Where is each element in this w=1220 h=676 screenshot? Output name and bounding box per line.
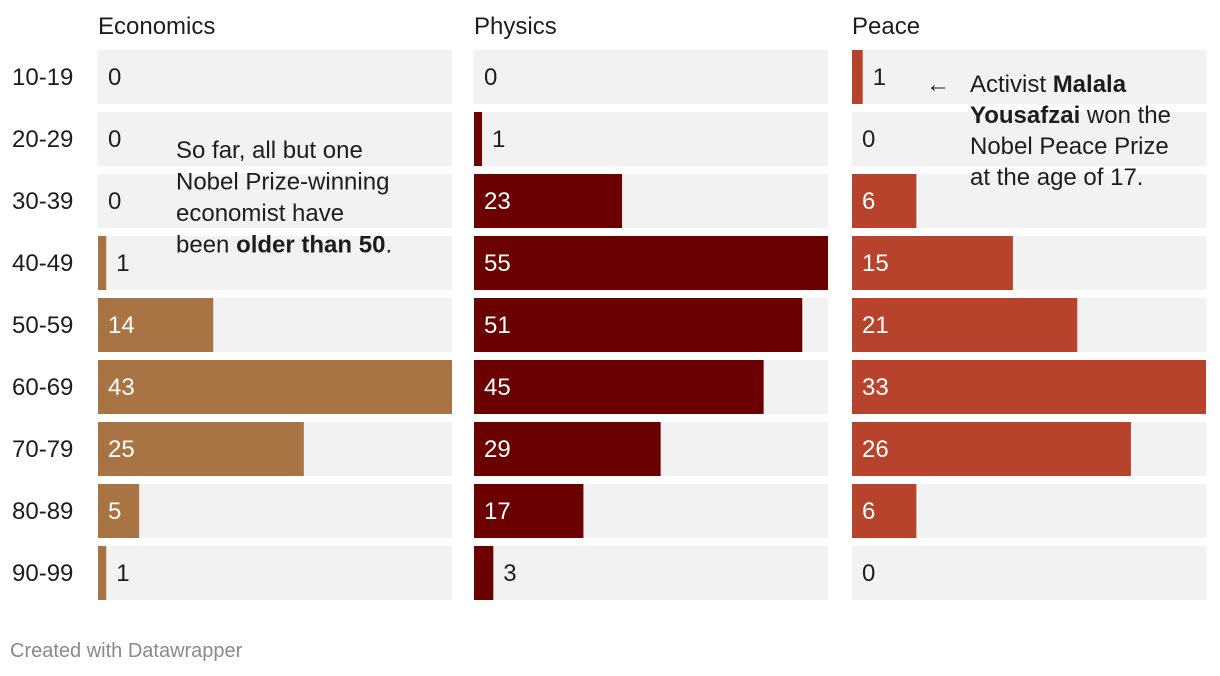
panel-peace: Peace 1 0 6 15 21 33 26 6 0 <box>852 13 1206 600</box>
data-label: 23 <box>484 188 511 215</box>
bar-physics-60-69 <box>474 360 764 414</box>
footer-credit: Created with Datawrapper <box>10 640 243 662</box>
panel-title-economics: Economics <box>98 13 215 40</box>
data-label: 14 <box>108 312 135 339</box>
bar-track <box>474 112 828 166</box>
data-label: 0 <box>484 64 497 91</box>
bar-track <box>98 236 452 290</box>
bar-track <box>852 50 1206 104</box>
panel-title-physics: Physics <box>474 13 557 40</box>
bar-economics-60-69 <box>98 360 452 414</box>
bar-economics-40-49 <box>98 236 107 290</box>
panels: Economics000114432551Physics012355514529… <box>98 13 1206 600</box>
annotation-economics: So far, all but one Nobel Prize-winning ec… <box>176 137 392 259</box>
bar-peace-40-49 <box>852 236 1013 290</box>
data-label: 0 <box>108 64 121 91</box>
bar-peace-70-79 <box>852 422 1131 476</box>
bar-physics-20-29 <box>474 112 482 166</box>
data-label: 45 <box>484 374 511 401</box>
bar-physics-40-49 <box>474 236 828 290</box>
bar-track <box>98 174 452 228</box>
bar-economics-70-79 <box>98 422 304 476</box>
bar-economics-80-89 <box>98 484 140 538</box>
annotation-line: economist have <box>176 200 344 227</box>
data-label: 1 <box>873 64 886 91</box>
data-label: 0 <box>108 188 121 215</box>
row-label-40-49: 40-49 <box>12 250 73 277</box>
bar-track <box>852 112 1206 166</box>
bar-peace-60-69 <box>852 360 1206 414</box>
data-label: 3 <box>503 560 516 587</box>
bar-economics-90-99 <box>98 546 107 600</box>
bar-track <box>474 50 828 104</box>
bar-physics-50-59 <box>474 298 803 352</box>
data-label: 51 <box>484 312 511 339</box>
bar-track <box>852 546 1206 600</box>
bar-peace-10-19 <box>852 50 863 104</box>
data-label: 1 <box>116 250 129 277</box>
data-label: 33 <box>862 374 889 401</box>
bar-peace-50-59 <box>852 298 1078 352</box>
bar-economics-50-59 <box>98 298 214 352</box>
bar-track <box>98 50 452 104</box>
data-label: 26 <box>862 436 889 463</box>
bar-track <box>98 112 452 166</box>
row-label-90-99: 90-99 <box>12 560 73 587</box>
bar-track <box>98 484 452 538</box>
annotation-line: Nobel Peace Prize <box>970 133 1169 160</box>
annotations: So far, all but one Nobel Prize-winning ec… <box>176 71 1171 259</box>
data-label: 29 <box>484 436 511 463</box>
data-label: 1 <box>116 560 129 587</box>
row-label-70-79: 70-79 <box>12 436 73 463</box>
bar-peace-80-89 <box>852 484 917 538</box>
row-label-10-19: 10-19 <box>12 64 73 91</box>
data-label: 25 <box>108 436 135 463</box>
panel-title-peace: Peace <box>852 13 920 40</box>
data-label: 0 <box>862 126 875 153</box>
bar-track <box>474 546 828 600</box>
data-label: 43 <box>108 374 135 401</box>
bar-physics-90-99 <box>474 546 494 600</box>
data-label: 55 <box>484 250 511 277</box>
row-label-80-89: 80-89 <box>12 498 73 525</box>
bar-physics-70-79 <box>474 422 661 476</box>
data-label: 1 <box>492 126 505 153</box>
bar-physics-80-89 <box>474 484 584 538</box>
annotation-line: Activist Malala <box>970 71 1127 98</box>
data-label: 0 <box>108 126 121 153</box>
row-labels: 10-19 20-29 30-39 40-49 50-59 60-69 70-79 80-89… <box>12 64 73 587</box>
annotation-line: been older than 50. <box>176 232 392 259</box>
annotation-line: So far, all but one <box>176 137 363 164</box>
annotation-peace: ← Activist Malala Yousafzai won the Nobel P… <box>926 71 1171 191</box>
arrow-left-icon: ← <box>926 71 950 98</box>
bar-physics-30-39 <box>474 174 623 228</box>
bar-peace-30-39 <box>852 174 917 228</box>
annotation-line: at the age of 17. <box>970 164 1143 191</box>
data-label: 21 <box>862 312 889 339</box>
data-label: 17 <box>484 498 511 525</box>
row-label-60-69: 60-69 <box>12 374 73 401</box>
annotation-line: Nobel Prize-winning <box>176 169 389 196</box>
data-label: 15 <box>862 250 889 277</box>
row-label-50-59: 50-59 <box>12 312 73 339</box>
data-label: 5 <box>108 498 121 525</box>
panel-physics: Physics 0 1 23 55 51 45 29 17 3 <box>474 13 828 600</box>
row-label-20-29: 20-29 <box>12 126 73 153</box>
bar-track <box>98 546 452 600</box>
data-label: 0 <box>862 560 875 587</box>
panel-economics: Economics 0 0 0 1 14 43 25 5 1 <box>98 13 452 600</box>
annotation-line: Yousafzai won the <box>970 102 1171 129</box>
data-label: 6 <box>862 498 875 525</box>
row-label-30-39: 30-39 <box>12 188 73 215</box>
data-label: 6 <box>862 188 875 215</box>
